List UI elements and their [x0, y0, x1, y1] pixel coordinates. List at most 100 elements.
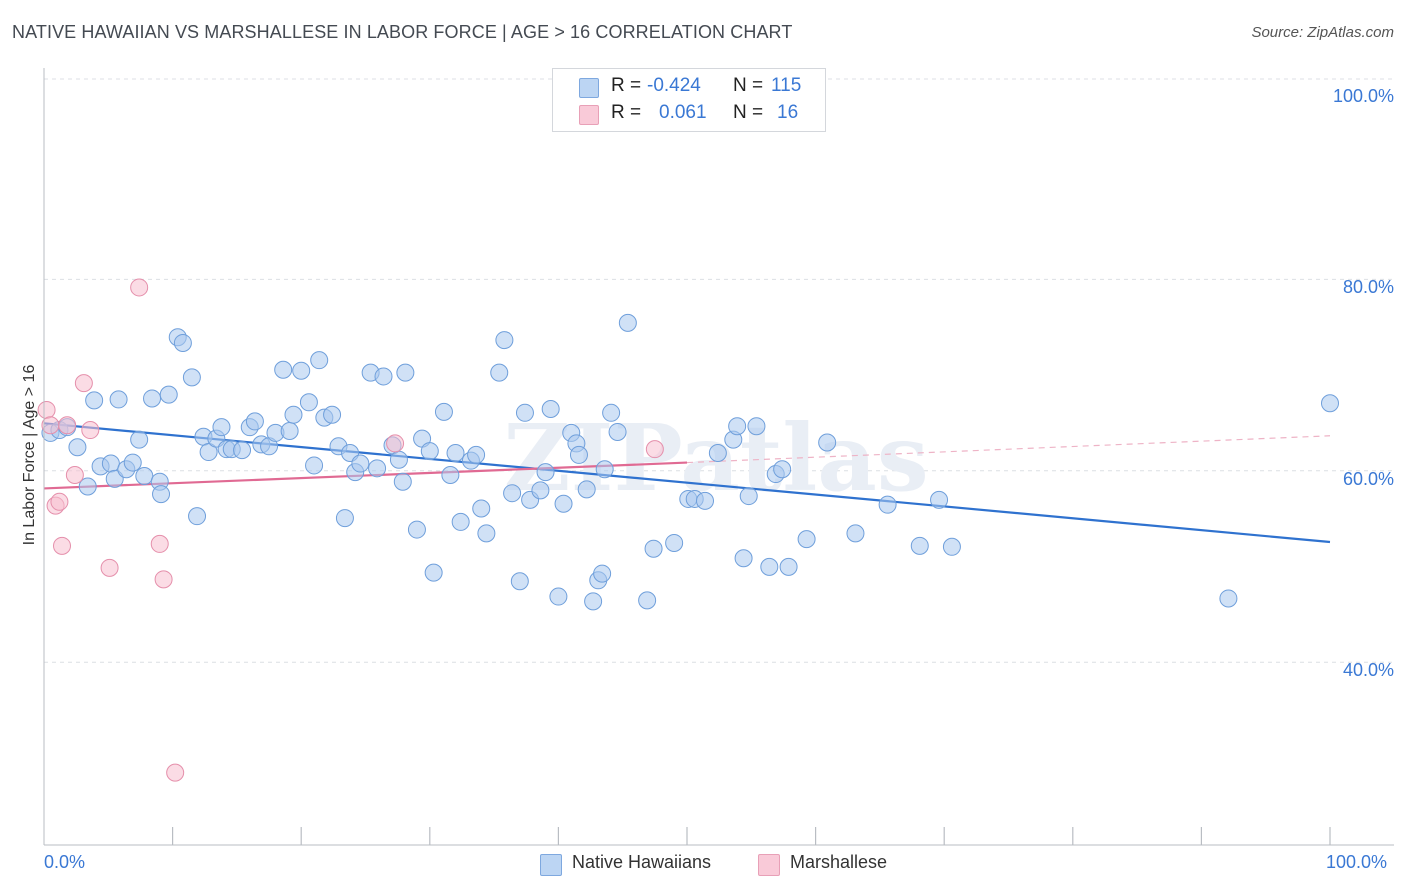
point-native-hawaiians — [85, 391, 104, 410]
y-tick-label: 40.0% — [1342, 660, 1394, 681]
point-native-hawaiians — [233, 441, 252, 460]
point-native-hawaiians — [554, 494, 573, 513]
point-native-hawaiians — [310, 351, 329, 370]
point-native-hawaiians — [503, 484, 522, 503]
point-native-hawaiians — [78, 477, 97, 496]
point-native-hawaiians — [199, 443, 218, 462]
point-marshallese — [130, 278, 149, 297]
point-marshallese — [50, 492, 69, 511]
point-native-hawaiians — [602, 403, 621, 422]
point-native-hawaiians — [608, 422, 627, 441]
point-native-hawaiians — [593, 564, 612, 583]
point-native-hawaiians — [779, 557, 798, 576]
point-native-hawaiians — [1321, 394, 1339, 413]
point-native-hawaiians — [368, 459, 387, 478]
point-native-hawaiians — [846, 524, 865, 543]
point-native-hawaiians — [739, 487, 758, 506]
point-marshallese — [166, 763, 185, 782]
point-native-hawaiians — [109, 390, 128, 409]
point-native-hawaiians — [101, 454, 120, 473]
point-native-hawaiians — [182, 368, 201, 387]
point-native-hawaiians — [446, 444, 465, 463]
point-native-hawaiians — [708, 444, 727, 463]
point-native-hawaiians — [665, 533, 684, 552]
point-native-hawaiians — [434, 402, 453, 421]
legend-n-label: N = — [733, 75, 764, 96]
legend-n-value: 115 — [771, 75, 802, 96]
point-native-hawaiians — [595, 460, 614, 479]
x-axis-max-label: 100.0% — [1326, 852, 1388, 872]
point-marshallese — [100, 558, 119, 577]
point-native-hawaiians — [910, 536, 929, 555]
bottom-legend-label-native-hawaiians: Native Hawaiians — [572, 852, 712, 872]
legend-swatch-native-hawaiians — [579, 78, 599, 98]
point-native-hawaiians — [424, 563, 443, 582]
point-native-hawaiians — [531, 481, 550, 500]
point-native-hawaiians — [696, 491, 715, 510]
point-native-hawaiians — [135, 466, 154, 485]
point-native-hawaiians — [323, 405, 342, 424]
point-native-hawaiians — [477, 524, 496, 543]
y-tick-label: 100.0% — [1332, 86, 1394, 106]
point-native-hawaiians — [351, 454, 370, 473]
bottom-legend-label-marshallese: Marshallese — [790, 852, 888, 872]
point-native-hawaiians — [644, 539, 663, 558]
point-native-hawaiians — [510, 572, 529, 591]
point-marshallese — [154, 570, 173, 589]
point-native-hawaiians — [618, 313, 637, 332]
point-native-hawaiians — [123, 453, 142, 472]
point-native-hawaiians — [760, 557, 779, 576]
axes — [43, 68, 1394, 846]
legend-r-label: R = — [611, 102, 642, 123]
point-native-hawaiians — [280, 421, 299, 440]
point-native-hawaiians — [407, 520, 426, 539]
point-native-hawaiians — [212, 418, 231, 437]
point-native-hawaiians — [549, 587, 568, 606]
point-native-hawaiians — [284, 405, 303, 424]
point-native-hawaiians — [818, 433, 837, 452]
point-native-hawaiians — [942, 537, 961, 556]
point-native-hawaiians — [173, 333, 192, 352]
point-native-hawaiians — [245, 412, 264, 431]
point-native-hawaiians — [441, 466, 460, 485]
point-native-hawaiians — [374, 367, 393, 386]
chart-title: NATIVE HAWAIIAN VS MARSHALLESE IN LABOR … — [12, 22, 793, 42]
y-tick-label: 80.0% — [1342, 277, 1394, 298]
point-native-hawaiians — [930, 490, 949, 509]
point-native-hawaiians — [541, 399, 560, 418]
legend-n-value: 16 — [777, 102, 799, 123]
point-native-hawaiians — [536, 463, 555, 482]
bottom-legend-swatch-native-hawaiians — [540, 854, 562, 876]
bottom-legend-swatch-marshallese — [758, 854, 780, 876]
legend-row-native-hawaiians: R = -0.424 N = 115 — [579, 75, 819, 99]
point-marshallese — [53, 536, 72, 555]
point-native-hawaiians — [451, 512, 470, 531]
point-native-hawaiians — [130, 430, 149, 449]
point-native-hawaiians — [305, 456, 324, 475]
data-points — [37, 278, 1339, 782]
point-native-hawaiians — [728, 417, 747, 436]
point-marshallese — [58, 416, 77, 435]
point-native-hawaiians — [734, 549, 753, 568]
point-native-hawaiians — [569, 445, 588, 464]
point-marshallese — [645, 440, 664, 459]
point-native-hawaiians — [515, 403, 534, 422]
point-native-hawaiians — [152, 485, 171, 504]
point-marshallese — [74, 374, 93, 393]
legend-row-marshallese: R = 0.061 N = 16 — [579, 102, 819, 126]
point-native-hawaiians — [299, 393, 318, 412]
point-native-hawaiians — [747, 417, 766, 436]
point-native-hawaiians — [638, 591, 657, 610]
point-native-hawaiians — [797, 530, 816, 549]
point-native-hawaiians — [584, 592, 603, 611]
legend-swatch-marshallese — [579, 105, 599, 125]
trend-line-marshallese-extension — [686, 435, 1331, 464]
legend-r-value: -0.424 — [647, 75, 701, 96]
point-native-hawaiians — [188, 507, 207, 526]
point-marshallese — [65, 466, 84, 485]
point-native-hawaiians — [577, 480, 596, 499]
point-native-hawaiians — [495, 331, 514, 350]
point-marshallese — [37, 400, 56, 419]
legend-r-value: 0.061 — [659, 102, 707, 123]
